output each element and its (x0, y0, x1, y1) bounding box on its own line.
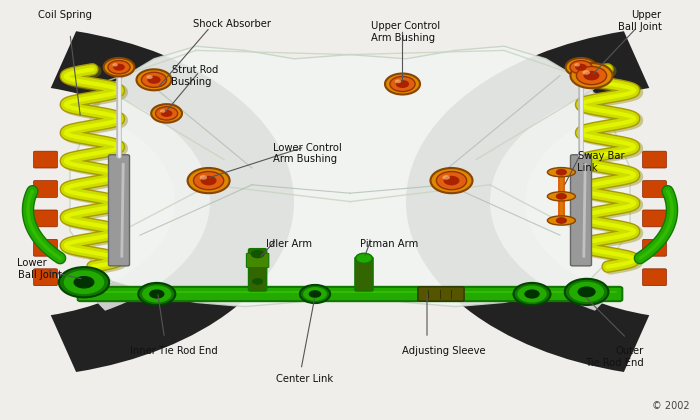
Text: © 2002: © 2002 (652, 401, 690, 411)
Circle shape (566, 58, 596, 76)
Circle shape (188, 168, 230, 193)
Circle shape (442, 175, 450, 180)
Text: Lower Control
Arm Bushing: Lower Control Arm Bushing (273, 143, 342, 164)
FancyBboxPatch shape (108, 155, 130, 266)
Text: Outer
Tie Rod End: Outer Tie Rod End (585, 346, 644, 368)
Circle shape (575, 64, 587, 71)
Circle shape (568, 281, 605, 303)
Text: Upper Control
Arm Bushing: Upper Control Arm Bushing (371, 21, 440, 42)
Circle shape (395, 80, 409, 88)
FancyBboxPatch shape (248, 249, 267, 291)
Circle shape (570, 60, 592, 74)
Circle shape (146, 75, 153, 79)
Circle shape (436, 171, 467, 190)
Circle shape (147, 76, 161, 84)
Circle shape (63, 270, 105, 295)
Circle shape (193, 171, 224, 190)
Circle shape (113, 63, 118, 66)
FancyBboxPatch shape (643, 151, 666, 168)
Circle shape (141, 72, 167, 87)
Circle shape (570, 63, 612, 88)
Circle shape (390, 76, 415, 92)
Circle shape (514, 283, 550, 305)
Circle shape (430, 168, 473, 193)
Wedge shape (490, 92, 612, 311)
Text: Pitman Arm: Pitman Arm (360, 239, 419, 249)
FancyBboxPatch shape (34, 181, 57, 197)
Circle shape (395, 79, 401, 83)
Circle shape (251, 250, 265, 258)
Circle shape (524, 289, 540, 299)
Text: Sway Bar
Link: Sway Bar Link (578, 151, 624, 173)
Circle shape (356, 253, 372, 263)
Circle shape (517, 285, 547, 303)
Polygon shape (70, 46, 630, 307)
Ellipse shape (547, 168, 575, 177)
Text: Coil Spring: Coil Spring (38, 10, 92, 21)
Circle shape (252, 278, 263, 285)
Circle shape (584, 71, 599, 80)
Circle shape (201, 176, 216, 185)
Circle shape (59, 267, 109, 297)
Circle shape (141, 285, 172, 303)
Text: Center Link: Center Link (276, 374, 334, 384)
Circle shape (444, 176, 459, 185)
Text: Inner Tie Rod End: Inner Tie Rod End (130, 346, 217, 357)
FancyBboxPatch shape (78, 287, 622, 301)
Text: Shock Absorber: Shock Absorber (193, 19, 270, 29)
Ellipse shape (547, 216, 575, 225)
FancyBboxPatch shape (355, 257, 373, 291)
Wedge shape (88, 92, 210, 311)
Circle shape (556, 169, 567, 176)
Circle shape (104, 58, 134, 76)
Circle shape (556, 193, 567, 200)
Circle shape (302, 286, 328, 302)
Circle shape (136, 69, 172, 90)
Circle shape (155, 107, 178, 120)
FancyBboxPatch shape (246, 253, 269, 268)
FancyBboxPatch shape (643, 269, 666, 286)
Circle shape (556, 217, 567, 224)
Circle shape (565, 279, 608, 305)
FancyBboxPatch shape (34, 151, 57, 168)
Circle shape (578, 286, 596, 297)
Circle shape (300, 285, 330, 303)
Text: Lower
Ball Joint: Lower Ball Joint (18, 258, 62, 280)
Ellipse shape (547, 192, 575, 201)
FancyBboxPatch shape (643, 210, 666, 227)
Circle shape (113, 64, 125, 71)
Text: Idler Arm: Idler Arm (266, 239, 312, 249)
Text: Upper
Ball Joint: Upper Ball Joint (617, 10, 661, 32)
Circle shape (385, 74, 420, 94)
FancyBboxPatch shape (34, 269, 57, 286)
Circle shape (151, 104, 182, 123)
Circle shape (582, 70, 590, 75)
FancyBboxPatch shape (643, 181, 666, 197)
FancyBboxPatch shape (418, 287, 464, 301)
FancyBboxPatch shape (570, 155, 592, 266)
Circle shape (576, 66, 607, 85)
FancyBboxPatch shape (34, 239, 57, 256)
Circle shape (74, 276, 95, 289)
FancyBboxPatch shape (643, 239, 666, 256)
Circle shape (149, 289, 164, 299)
Circle shape (160, 110, 165, 113)
Circle shape (309, 290, 321, 298)
Circle shape (575, 63, 580, 66)
FancyBboxPatch shape (34, 210, 57, 227)
Circle shape (139, 283, 175, 305)
Circle shape (199, 175, 207, 180)
Circle shape (161, 110, 172, 117)
Wedge shape (50, 31, 294, 372)
Wedge shape (406, 31, 650, 372)
Text: Strut Rod
Bushing: Strut Rod Bushing (172, 65, 218, 87)
Circle shape (108, 60, 130, 74)
Text: Adjusting Sleeve: Adjusting Sleeve (402, 346, 486, 357)
